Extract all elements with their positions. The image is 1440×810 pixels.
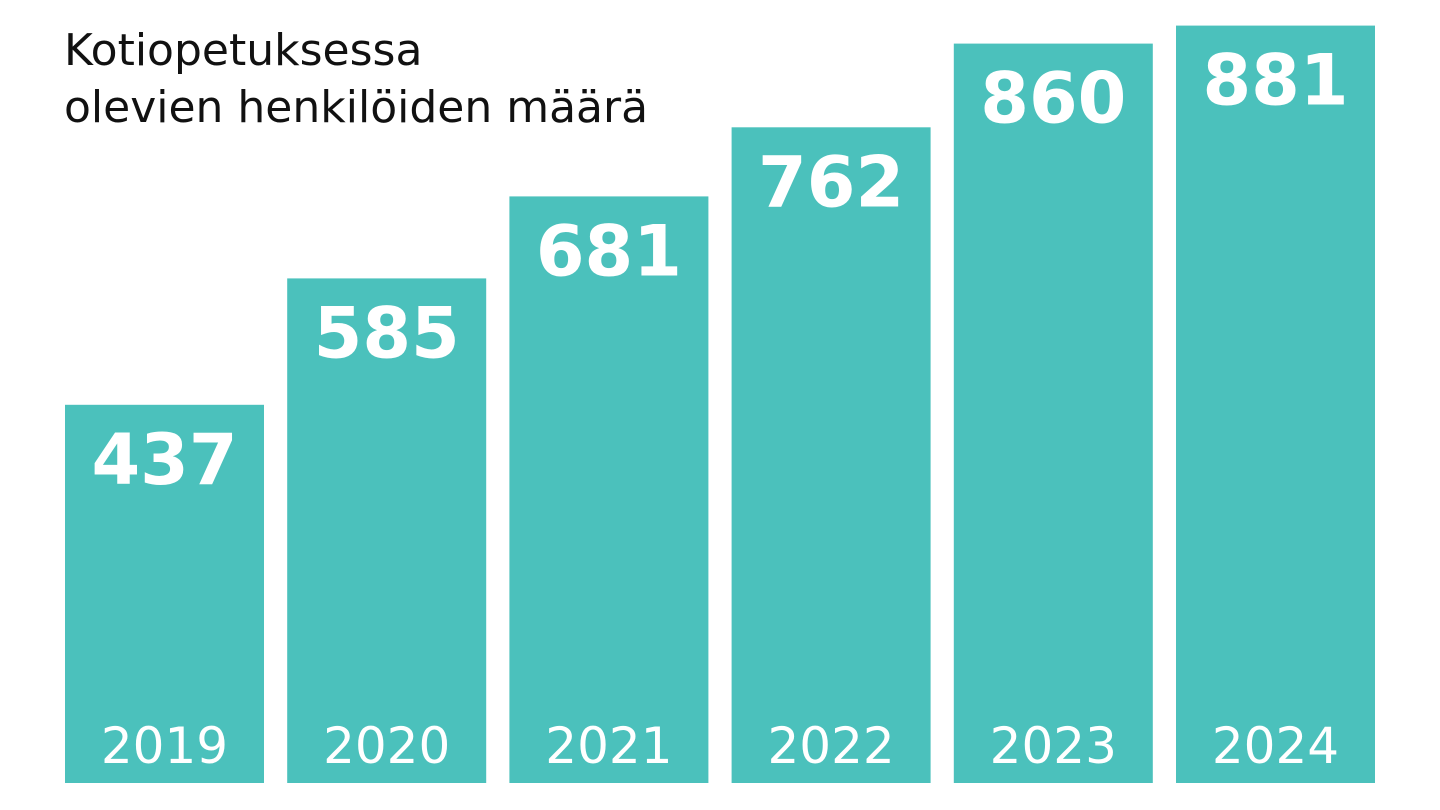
value-label-2022: 762: [758, 141, 904, 223]
bar-2021: [509, 196, 709, 783]
bar-2019: [65, 404, 264, 783]
bar-2020: [287, 278, 487, 783]
category-label-2023: 2023: [990, 717, 1117, 775]
category-label-2021: 2021: [545, 717, 672, 775]
category-label-2024: 2024: [1212, 717, 1339, 775]
value-label-2020: 585: [314, 292, 460, 374]
category-label-2020: 2020: [323, 717, 450, 775]
value-label-2021: 681: [536, 210, 682, 292]
value-label-2023: 860: [980, 58, 1126, 140]
category-label-2019: 2019: [101, 717, 228, 775]
bar-2022: [731, 127, 931, 784]
value-label-2024: 881: [1202, 40, 1348, 122]
category-label-2022: 2022: [767, 717, 894, 775]
chart-title: Kotiopetuksessa olevien henkilöiden määr…: [64, 22, 648, 136]
bar-2023: [953, 43, 1153, 784]
chart-title-line-2: olevien henkilöiden määrä: [64, 82, 649, 133]
chart-title-line-1: Kotiopetuksessa: [64, 25, 423, 76]
value-label-2019: 437: [91, 419, 237, 501]
bar-2024: [1176, 25, 1375, 784]
bars-layer: 437 2019 585 2020 681 2021 762 2022 860 2023 881 20…: [65, 25, 1375, 784]
